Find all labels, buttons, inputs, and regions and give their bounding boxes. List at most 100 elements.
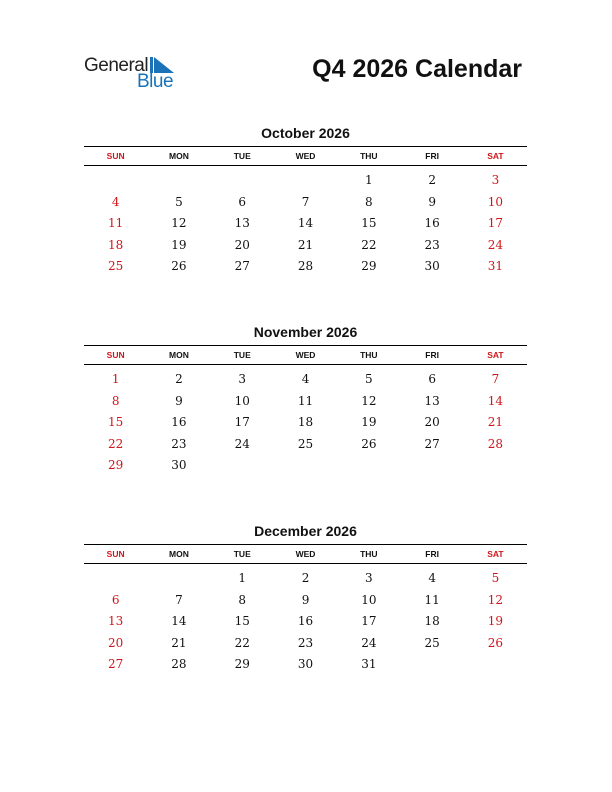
day-cell: 2 (301, 571, 310, 585)
day-cell: 23 (424, 237, 440, 252)
day-cell: 7 (491, 372, 500, 386)
day-cell: 4 (428, 571, 436, 585)
day-cell: 19 (487, 614, 504, 629)
day-cell: 16 (424, 216, 440, 231)
day-cell: 30 (171, 458, 187, 473)
weekday-header: TUE (233, 151, 251, 161)
day-cell: 16 (171, 415, 187, 430)
day-cell: 1 (111, 372, 120, 386)
weekday-header: SUN (106, 350, 125, 360)
day-cell: 29 (108, 458, 124, 473)
day-cell: 15 (234, 614, 250, 629)
weekday-header: MON (169, 350, 189, 360)
divider (84, 146, 527, 147)
day-cell: 27 (424, 436, 440, 451)
divider (84, 364, 527, 365)
day-cell: 31 (487, 259, 504, 274)
day-cell: 8 (238, 592, 247, 607)
day-cell: 9 (428, 194, 436, 209)
day-cell: 21 (487, 415, 504, 430)
day-cell: 29 (361, 259, 377, 274)
day-cell: 19 (361, 415, 377, 430)
day-cell: 10 (361, 592, 377, 607)
day-cell: 18 (424, 614, 440, 629)
day-cell: 20 (424, 415, 440, 430)
day-cell: 28 (487, 436, 504, 451)
day-cell: 26 (171, 259, 187, 274)
day-cell: 14 (297, 216, 314, 231)
day-cell: 23 (297, 635, 314, 650)
divider (84, 345, 527, 346)
weekday-header: MON (169, 549, 189, 559)
weekday-header: FRI (425, 350, 439, 360)
day-cell: 13 (234, 216, 250, 231)
day-cell: 30 (424, 259, 440, 274)
day-cell: 13 (424, 393, 440, 408)
day-cell: 19 (171, 237, 187, 252)
page-title: Q4 2026 Calendar (312, 55, 522, 83)
logo-triangle-icon (154, 57, 174, 73)
day-cell: 12 (171, 216, 187, 231)
weekday-header: WED (295, 350, 316, 360)
weekday-header: SUN (106, 549, 125, 559)
day-cell: 17 (361, 614, 377, 629)
day-cell: 18 (108, 237, 124, 252)
divider (84, 563, 527, 564)
day-cell: 27 (234, 259, 250, 274)
day-cell: 14 (171, 614, 187, 629)
weekday-header: SAT (487, 549, 504, 559)
day-cell: 28 (171, 657, 187, 672)
logo-text-general: General (84, 55, 149, 76)
day-cell: 23 (171, 436, 187, 451)
weekday-header: THU (360, 549, 378, 559)
day-cell: 17 (234, 415, 250, 430)
logo: General Blue (84, 52, 184, 92)
day-cell: 21 (297, 237, 314, 252)
day-cell: 13 (108, 614, 124, 629)
day-cell: 18 (297, 415, 314, 430)
divider (84, 544, 527, 545)
day-cell: 3 (238, 372, 247, 386)
weekday-header: SUN (106, 151, 125, 161)
day-cell: 15 (108, 415, 124, 430)
logo-text-blue: Blue (137, 71, 174, 92)
day-cell: 25 (424, 635, 440, 650)
day-cell: 16 (297, 614, 314, 629)
day-cell: 9 (301, 592, 310, 607)
day-cell: 1 (365, 173, 373, 187)
day-cell: 12 (361, 393, 377, 408)
weekday-header: THU (360, 350, 378, 360)
day-cell: 25 (297, 436, 314, 451)
day-cell: 14 (487, 393, 504, 408)
day-cell: 5 (365, 372, 373, 386)
day-cell: 21 (171, 635, 187, 650)
divider (84, 165, 527, 166)
day-cell: 10 (234, 393, 250, 408)
day-cell: 1 (238, 571, 247, 585)
weekday-header: WED (295, 151, 316, 161)
weekday-header: WED (295, 549, 316, 559)
day-cell: 3 (365, 571, 373, 585)
weekday-header: MON (169, 151, 189, 161)
day-cell: 17 (487, 216, 504, 231)
day-cell: 5 (491, 571, 500, 585)
day-cell: 6 (428, 372, 436, 386)
day-cell: 24 (234, 436, 250, 451)
weekday-header: SAT (487, 350, 504, 360)
day-cell: 26 (361, 436, 377, 451)
weekday-header: TUE (233, 350, 251, 360)
day-cell: 9 (175, 393, 183, 408)
day-cell: 6 (238, 194, 247, 209)
month-title: November 2026 (253, 324, 358, 340)
day-cell: 31 (361, 657, 377, 672)
day-cell: 20 (108, 635, 124, 650)
day-cell: 22 (234, 635, 250, 650)
day-cell: 6 (111, 592, 120, 607)
day-cell: 15 (361, 216, 377, 231)
day-cell: 3 (491, 173, 500, 187)
day-cell: 11 (424, 592, 440, 607)
day-cell: 26 (487, 635, 504, 650)
day-cell: 11 (297, 393, 314, 408)
day-cell: 7 (175, 592, 183, 607)
day-cell: 2 (175, 372, 183, 386)
